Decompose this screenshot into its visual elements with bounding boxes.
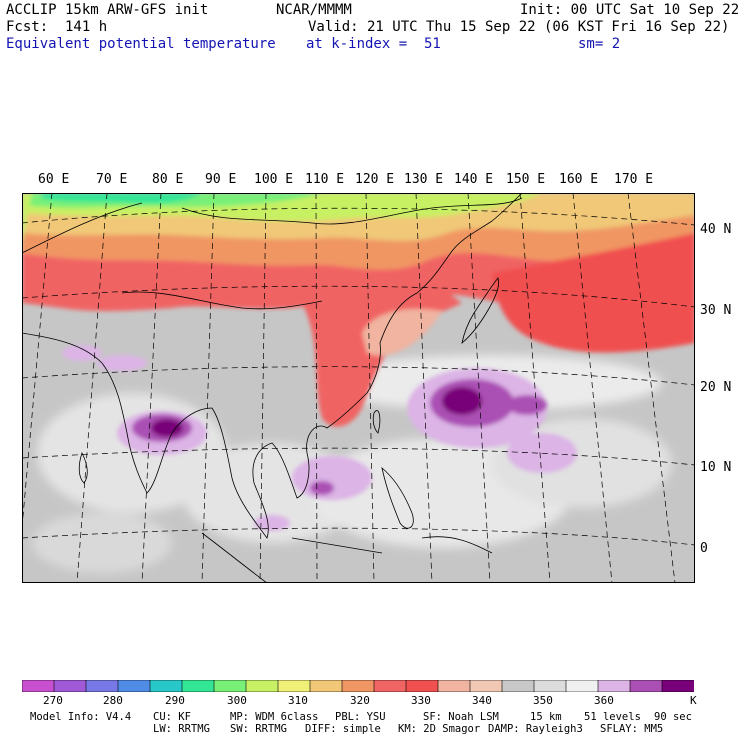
model-info-diff: DIFF: simple bbox=[305, 723, 381, 735]
colorbar-label-340: 340 bbox=[472, 694, 492, 707]
lon-label-80e: 80 E bbox=[152, 172, 184, 187]
colorbar-swatch bbox=[565, 680, 599, 692]
colorbar-swatch bbox=[629, 680, 663, 692]
model-info-sflay: SFLAY: MM5 bbox=[600, 723, 664, 735]
colorbar-swatch bbox=[405, 680, 439, 692]
lon-label-110e: 110 E bbox=[305, 172, 345, 187]
model-info-resolution: 15 km bbox=[530, 711, 562, 723]
colorbar-swatch bbox=[437, 680, 471, 692]
model-info-timestep: 90 sec bbox=[654, 711, 692, 723]
init-time: Init: 00 UTC Sat 10 Sep 22 bbox=[520, 2, 740, 18]
model-info-sf: SF: Noah LSM bbox=[423, 711, 499, 723]
lat-label-0: 0 bbox=[700, 541, 708, 556]
northern-field bbox=[22, 193, 695, 427]
model-info-mp: MP: WDM 6class bbox=[230, 711, 319, 723]
colorbar-label-350: 350 bbox=[533, 694, 553, 707]
center-label: NCAR/MMMM bbox=[276, 2, 352, 18]
lon-label-60e: 60 E bbox=[38, 172, 70, 187]
model-info-levels: 51 levels bbox=[584, 711, 641, 723]
lon-label-170e: 170 E bbox=[614, 172, 654, 187]
colorbar-swatch bbox=[277, 680, 311, 692]
colorbar-swatch bbox=[661, 680, 694, 692]
colorbar-swatch bbox=[117, 680, 151, 692]
colorbar-label-280: 280 bbox=[103, 694, 123, 707]
colorbar-swatch bbox=[22, 680, 55, 692]
colorbar-label-360: 360 bbox=[594, 694, 614, 707]
equivalent-potential-temperature-map bbox=[22, 193, 695, 583]
colorbar-swatch bbox=[245, 680, 279, 692]
forecast-hour: Fcst: 141 h bbox=[6, 19, 108, 35]
valid-time: Valid: 21 UTC Thu 15 Sep 22 (06 KST Fri … bbox=[308, 19, 730, 35]
field-name: Equivalent potential temperature bbox=[6, 36, 276, 52]
colorbar-swatch bbox=[469, 680, 503, 692]
colorbar-swatch bbox=[213, 680, 247, 692]
colorbar-swatch bbox=[309, 680, 343, 692]
colorbar-swatch bbox=[597, 680, 631, 692]
colorbar-label-330: 330 bbox=[411, 694, 431, 707]
lon-label-90e: 90 E bbox=[205, 172, 237, 187]
model-info-km: KM: 2D Smagor bbox=[398, 723, 481, 735]
model-info-lw: LW: RRTMG bbox=[153, 723, 210, 735]
coastlines bbox=[22, 193, 523, 583]
colorbar-swatch bbox=[85, 680, 119, 692]
lat-label-20n: 20 N bbox=[700, 380, 732, 395]
smoothing-label: sm= 2 bbox=[578, 36, 621, 52]
colorbar-swatch bbox=[341, 680, 375, 692]
convection-field bbox=[62, 345, 577, 531]
model-title: ACCLIP 15km ARW-GFS init bbox=[6, 2, 209, 18]
lon-label-150e: 150 E bbox=[506, 172, 546, 187]
lat-label-40n: 40 N bbox=[700, 222, 732, 237]
colorbar-label-310: 310 bbox=[288, 694, 308, 707]
model-info-version: Model Info: V4.4 bbox=[30, 711, 132, 723]
model-info-damp: DAMP: Rayleigh3 bbox=[488, 723, 583, 735]
lat-label-10n: 10 N bbox=[700, 460, 732, 475]
colorbar-label-320: 320 bbox=[350, 694, 370, 707]
colorbar-label-290: 290 bbox=[165, 694, 185, 707]
model-info-pbl: PBL: YSU bbox=[335, 711, 386, 723]
colorbar-swatch bbox=[533, 680, 567, 692]
model-info-cu: CU: KF bbox=[153, 711, 191, 723]
colorbar-swatch bbox=[149, 680, 183, 692]
colorbar-label-270: 270 bbox=[43, 694, 63, 707]
colorbar-unit: K bbox=[690, 694, 697, 707]
model-info-sw: SW: RRTMG bbox=[230, 723, 287, 735]
lon-label-120e: 120 E bbox=[355, 172, 395, 187]
colorbar-label-300: 300 bbox=[227, 694, 247, 707]
lon-label-130e: 130 E bbox=[404, 172, 444, 187]
lon-label-140e: 140 E bbox=[454, 172, 494, 187]
lon-label-160e: 160 E bbox=[559, 172, 599, 187]
colorbar-swatch bbox=[373, 680, 407, 692]
map-frame bbox=[22, 193, 695, 583]
level-label: at k-index = 51 bbox=[306, 36, 441, 52]
lat-label-30n: 30 N bbox=[700, 303, 732, 318]
colorbar-swatch bbox=[53, 680, 87, 692]
lon-label-70e: 70 E bbox=[96, 172, 128, 187]
colorbar-swatch bbox=[501, 680, 535, 692]
graticule bbox=[22, 193, 695, 583]
lon-label-100e: 100 E bbox=[254, 172, 294, 187]
colorbar-swatch bbox=[181, 680, 215, 692]
colorbar bbox=[22, 680, 694, 692]
